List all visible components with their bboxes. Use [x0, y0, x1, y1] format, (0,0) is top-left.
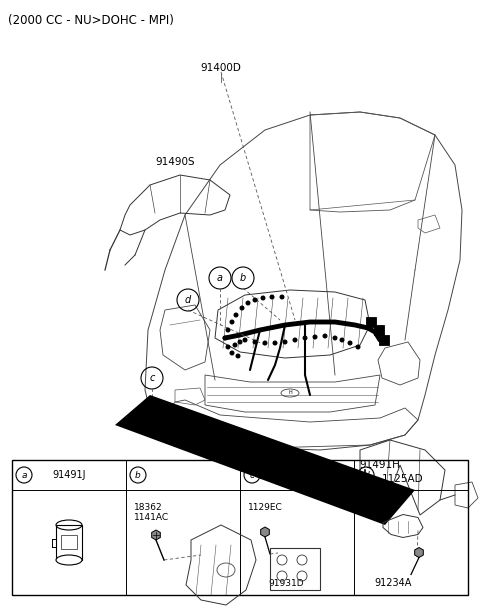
- Circle shape: [356, 345, 360, 350]
- Text: 91491H: 91491H: [360, 460, 400, 470]
- Circle shape: [312, 334, 317, 340]
- Text: d: d: [185, 295, 191, 305]
- Circle shape: [323, 334, 327, 339]
- Text: a: a: [217, 273, 223, 283]
- Text: 91234A: 91234A: [374, 578, 411, 588]
- Text: H: H: [288, 390, 292, 395]
- Bar: [61, 534, 77, 548]
- Text: 91931D: 91931D: [268, 578, 304, 587]
- Circle shape: [261, 295, 265, 301]
- Circle shape: [238, 340, 242, 345]
- Polygon shape: [152, 530, 160, 540]
- Circle shape: [229, 320, 235, 325]
- Polygon shape: [115, 395, 415, 525]
- Circle shape: [240, 306, 244, 310]
- Circle shape: [302, 336, 308, 340]
- Circle shape: [252, 340, 257, 345]
- Polygon shape: [261, 527, 269, 537]
- Text: 91400D: 91400D: [201, 63, 241, 73]
- Ellipse shape: [56, 555, 82, 565]
- Circle shape: [348, 340, 352, 345]
- Circle shape: [223, 336, 228, 340]
- Text: 18362: 18362: [134, 503, 163, 512]
- Circle shape: [245, 301, 251, 306]
- Bar: [12, 460, 468, 595]
- Circle shape: [292, 337, 298, 342]
- Circle shape: [232, 342, 238, 348]
- Bar: [56, 525, 82, 560]
- Text: b: b: [240, 273, 246, 283]
- Circle shape: [333, 336, 337, 340]
- Circle shape: [273, 340, 277, 345]
- Circle shape: [283, 340, 288, 345]
- Text: 91490S: 91490S: [155, 157, 194, 167]
- Text: c: c: [250, 470, 254, 479]
- Text: c: c: [149, 373, 155, 383]
- Text: b: b: [135, 470, 141, 479]
- Circle shape: [279, 295, 285, 300]
- Text: d: d: [363, 470, 369, 479]
- Circle shape: [229, 351, 235, 356]
- Text: (2000 CC - NU>DOHC - MPI): (2000 CC - NU>DOHC - MPI): [8, 14, 174, 27]
- Circle shape: [233, 312, 239, 317]
- Circle shape: [226, 345, 230, 350]
- Circle shape: [339, 337, 345, 342]
- Bar: [270, 548, 320, 590]
- Text: a: a: [21, 470, 27, 479]
- Text: 91491J: 91491J: [52, 470, 85, 480]
- Text: 1141AC: 1141AC: [134, 514, 169, 523]
- Bar: [379, 335, 389, 345]
- Circle shape: [269, 295, 275, 300]
- Circle shape: [242, 337, 248, 342]
- Circle shape: [236, 354, 240, 359]
- Text: 1129EC: 1129EC: [248, 503, 283, 512]
- Polygon shape: [415, 548, 423, 558]
- Bar: [374, 325, 384, 335]
- Circle shape: [226, 328, 230, 332]
- Text: 1125AD: 1125AD: [382, 474, 424, 484]
- Bar: [366, 317, 376, 327]
- Circle shape: [252, 298, 257, 303]
- Circle shape: [263, 340, 267, 345]
